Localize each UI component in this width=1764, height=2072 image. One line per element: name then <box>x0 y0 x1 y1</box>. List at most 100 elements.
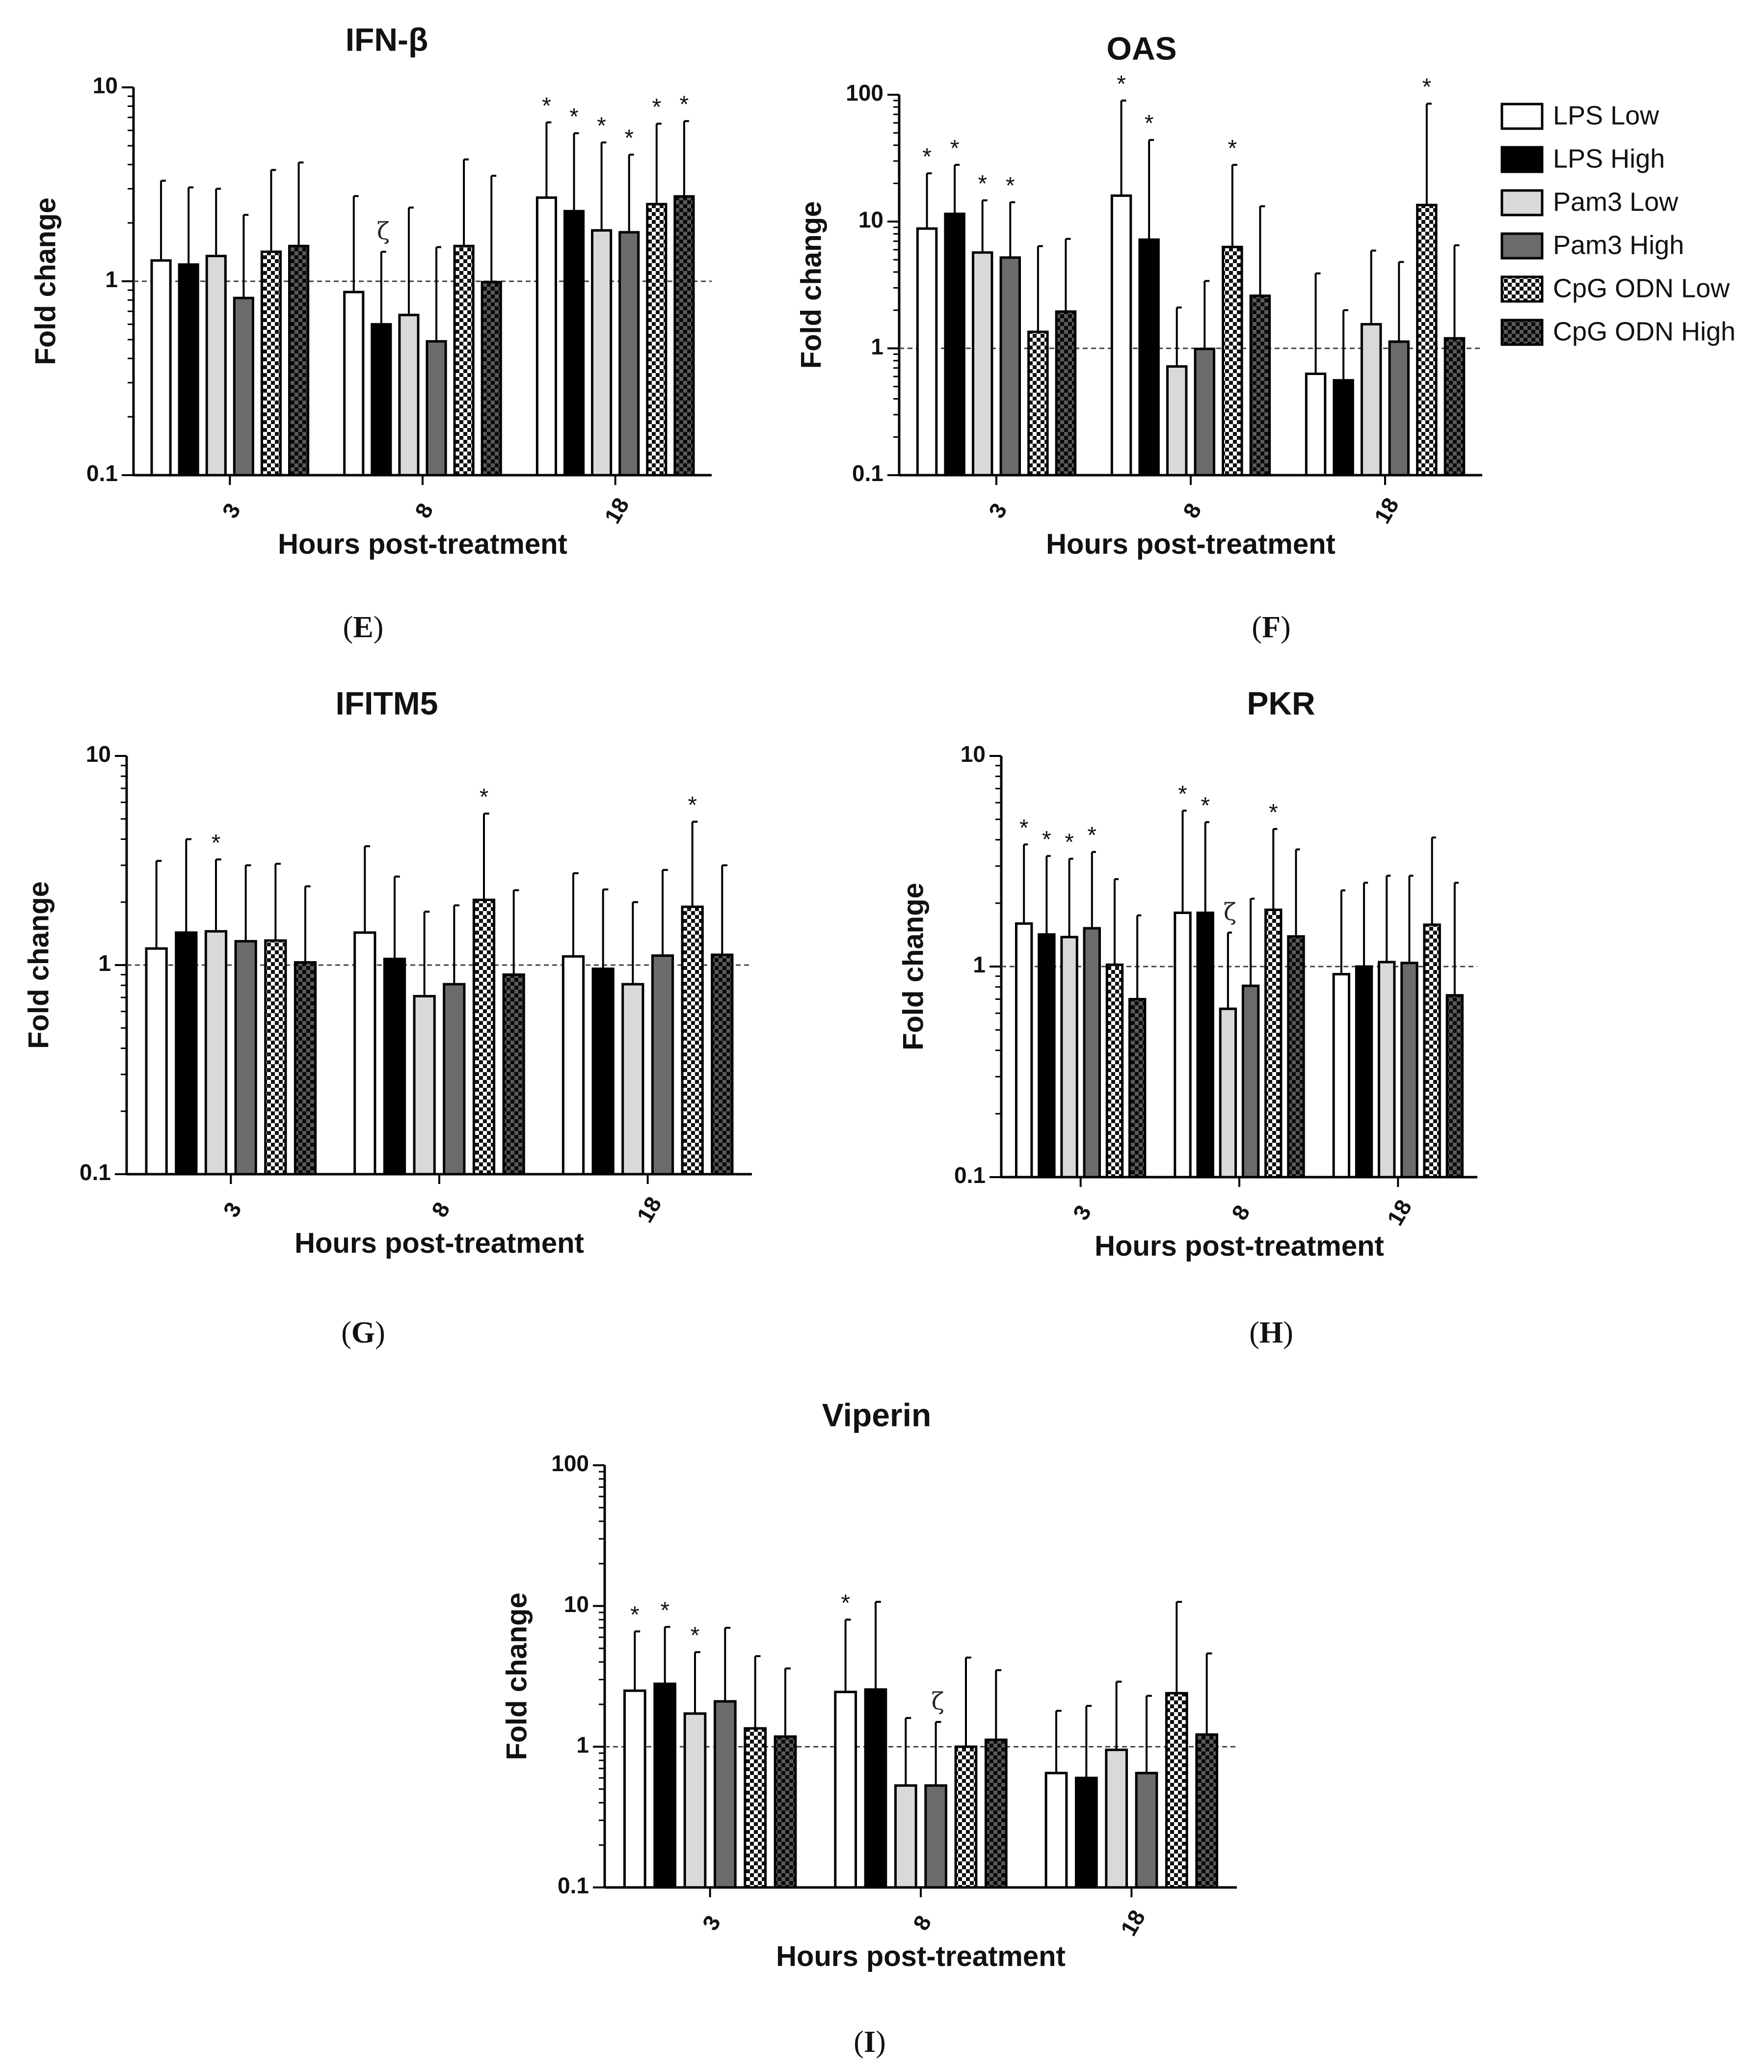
panel-label: (I) <box>854 2025 885 2059</box>
significance-star: * <box>1178 781 1187 807</box>
significance-star: * <box>978 171 987 197</box>
bar-pam3-low-8h <box>1166 365 1188 477</box>
significance-star: * <box>680 92 689 118</box>
x-tick-label: 18 <box>1369 493 1404 528</box>
chart-title: Viperin <box>822 1397 932 1433</box>
significance-star: * <box>1087 823 1096 849</box>
bar-lps-low-8h <box>834 1691 857 1889</box>
significance-star: * <box>1006 173 1015 199</box>
bar-cpg-odn-high-8h <box>984 1738 1008 1889</box>
bar-pam3-low-3h <box>971 251 993 477</box>
bar-cpg-odn-low-18h <box>1416 204 1438 477</box>
legend-label: Pam3 Low <box>1553 187 1679 216</box>
y-tick-label: 100 <box>551 1451 589 1476</box>
y-tick-label: 0.1 <box>954 1162 986 1188</box>
significance-star: * <box>688 792 697 818</box>
legend-item: CpG ODN High <box>1500 317 1736 346</box>
significance-star: * <box>950 135 960 161</box>
panel-label: (E) <box>343 611 384 644</box>
panel-label: (F) <box>1252 611 1290 644</box>
bar-pam3-low-8h <box>1219 1007 1237 1179</box>
y-axis-title: Fold change <box>501 1592 533 1760</box>
bar-pam3-high-8h <box>924 1784 948 1889</box>
bar-cpg-odn-low-3h <box>260 250 282 477</box>
y-axis-title: Fold change <box>897 883 929 1050</box>
legend-swatch <box>1500 146 1544 173</box>
bar-lps-high-3h <box>175 931 198 1176</box>
x-axis-title: Hours post-treatment <box>1046 528 1336 560</box>
x-tick-label: 18 <box>1116 1906 1150 1940</box>
bar-lps-high-18h <box>563 210 585 477</box>
bar-pam3-high-18h <box>651 954 674 1176</box>
x-axis-title: Hours post-treatment <box>776 1940 1066 1972</box>
bar-lps-low-18h <box>1332 973 1351 1179</box>
chart-title: IFITM5 <box>336 685 438 721</box>
x-tick-label: 18 <box>632 1192 667 1227</box>
chart-G: IFITM5 0.1 1 10 * 3 * 8 * 18 Hours post-treatment F… <box>23 685 752 1349</box>
bar-lps-low-18h <box>561 955 585 1176</box>
significance-star: * <box>624 125 634 151</box>
bar-lps-high-3h <box>944 213 965 477</box>
y-tick-label: 10 <box>93 73 118 98</box>
zeta-mark: ζ <box>377 217 390 245</box>
panel-label: (G) <box>341 1316 385 1349</box>
x-tick-label: 3 <box>984 499 1012 522</box>
y-tick-label: 100 <box>846 80 883 106</box>
bar-lps-low-18h <box>1305 373 1327 477</box>
chart-E: IFN-β 0.1 1 10 3 ζ 8 * * * * * * 18 Hours post-treatme… <box>29 21 712 644</box>
panel-label: (H) <box>1249 1316 1293 1349</box>
bar-lps-low-8h <box>1110 194 1132 477</box>
bar-pam3-low-18h <box>591 229 613 477</box>
significance-star: * <box>1065 829 1074 855</box>
chart-title: PKR <box>1247 685 1315 721</box>
bar-lps-low-8h <box>353 931 376 1176</box>
bar-cpg-odn-high-8h <box>1287 935 1305 1179</box>
legend-swatch <box>1500 319 1544 346</box>
bar-pam3-low-18h <box>621 983 644 1176</box>
zeta-mark: ζ <box>1224 898 1236 926</box>
bar-cpg-odn-low-3h <box>1105 963 1124 1179</box>
bar-cpg-odn-high-18h <box>1443 337 1466 477</box>
bar-lps-high-3h <box>1038 933 1056 1179</box>
y-tick-label: 10 <box>564 1591 589 1617</box>
bar-lps-low-18h <box>535 196 558 477</box>
x-tick-label: 18 <box>599 493 634 528</box>
significance-star: * <box>597 113 606 139</box>
significance-star: * <box>1201 793 1210 819</box>
bar-lps-high-8h <box>864 1688 887 1889</box>
legend-item: Pam3 High <box>1500 230 1684 260</box>
bar-cpg-odn-low-8h <box>1222 245 1243 477</box>
x-axis-title: Hours post-treatment <box>278 528 567 560</box>
bar-cpg-odn-low-18h <box>646 203 668 477</box>
legend-label: LPS Low <box>1553 101 1659 130</box>
legend-swatch <box>1500 232 1544 260</box>
x-tick-label: 3 <box>697 1911 725 1935</box>
legend-item: CpG ODN Low <box>1500 273 1730 303</box>
significance-star: * <box>1019 815 1029 841</box>
x-tick-label: 8 <box>410 499 438 522</box>
bar-cpg-odn-high-18h <box>1195 1733 1219 1889</box>
y-tick-label: 1 <box>973 952 986 977</box>
legend-label: Pam3 High <box>1553 230 1684 260</box>
bar-lps-high-3h <box>178 263 199 477</box>
bar-pam3-high-18h <box>618 231 640 477</box>
bar-lps-low-8h <box>343 291 365 477</box>
bar-cpg-odn-high-8h <box>1249 294 1271 477</box>
legend-swatch <box>1500 189 1544 216</box>
bar-cpg-odn-low-18h <box>1423 923 1441 1179</box>
bar-pam3-high-3h <box>233 296 254 477</box>
legend-swatch <box>1500 275 1544 303</box>
significance-star: * <box>1042 827 1051 853</box>
bar-lps-low-18h <box>1044 1772 1068 1889</box>
bar-pam3-low-18h <box>1360 323 1382 477</box>
x-tick-label: 8 <box>1178 499 1206 522</box>
y-tick-label: 0.1 <box>80 1159 111 1185</box>
x-tick-label: 8 <box>908 1911 936 1935</box>
bar-pam3-low-8h <box>413 995 436 1176</box>
significance-star: * <box>569 104 579 130</box>
x-tick-label: 8 <box>1227 1201 1255 1224</box>
y-tick-label: 10 <box>961 741 986 767</box>
y-tick-label: 10 <box>86 741 111 767</box>
bar-pam3-low-3h <box>205 255 227 477</box>
significance-star: * <box>212 830 221 856</box>
